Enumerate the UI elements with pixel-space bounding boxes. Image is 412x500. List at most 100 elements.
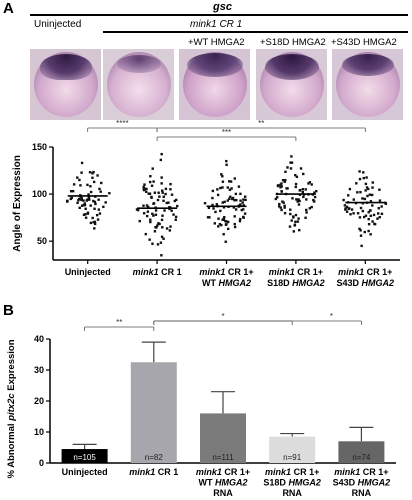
scatter-point — [164, 187, 168, 191]
scatter-point — [365, 176, 368, 179]
scatter-point — [221, 201, 224, 204]
scatter-point — [364, 214, 368, 217]
scatter-point — [172, 213, 175, 216]
scatter-point — [380, 205, 383, 208]
scatter-point — [302, 195, 305, 199]
scatter-point — [313, 195, 317, 199]
scatter-point — [367, 222, 371, 226]
scatter-point — [160, 182, 163, 185]
abnormal-pitx2c-bar-chart: 0 10 20 30 40 % Abnormal pitx2c Expression n=1… — [6, 312, 396, 498]
scatter-point — [362, 176, 366, 180]
scatter-point — [78, 178, 81, 182]
scatter-point — [87, 197, 90, 200]
scatter-point — [289, 208, 292, 211]
scatter-point — [284, 170, 287, 174]
scatter-point — [222, 233, 225, 236]
scatter-point — [100, 181, 103, 185]
scatter-point — [378, 199, 382, 202]
scatter-point — [380, 212, 384, 216]
scatter-point — [160, 176, 163, 179]
scatter-point — [226, 199, 229, 202]
scatter-point — [359, 234, 363, 237]
scatter-point — [91, 216, 94, 220]
scatter-point — [298, 199, 301, 203]
scatter-point — [243, 195, 247, 198]
scatter-point — [159, 158, 163, 162]
bar-y-tick-label: 30 — [34, 365, 44, 375]
scatter-point — [301, 190, 304, 194]
scatter-point — [224, 223, 228, 226]
scatter-point — [93, 222, 97, 226]
scatter-point — [223, 200, 226, 204]
scatter-point — [363, 197, 367, 201]
scatter-point — [292, 215, 295, 218]
panel-a-letter: A — [3, 0, 14, 17]
scatter-category-label-2-line-0: mink1 CR 1+ — [199, 267, 253, 277]
scatter-point — [356, 212, 360, 215]
scatter-point — [376, 217, 379, 220]
scatter-point — [280, 208, 283, 212]
scatter-point — [343, 204, 347, 207]
scatter-point — [221, 186, 224, 189]
scatter-point — [151, 242, 154, 245]
scatter-point — [138, 219, 141, 223]
bar-sig-label: * — [221, 312, 224, 321]
scatter-point — [165, 227, 169, 230]
scatter-point — [313, 191, 316, 194]
scatter-point — [342, 198, 345, 202]
scatter-point — [359, 206, 363, 210]
bar-y-tick-label: 10 — [34, 427, 44, 437]
scatter-point — [95, 213, 99, 217]
scatter-point — [211, 203, 214, 207]
scatter-point — [297, 203, 301, 206]
scatter-point — [88, 171, 92, 174]
scatter-point — [366, 194, 369, 198]
scatter-point — [152, 202, 156, 205]
header-line-cr1 — [103, 31, 408, 33]
scatter-sig-label: ** — [258, 120, 264, 128]
scatter-point — [170, 209, 173, 212]
scatter-point — [77, 198, 80, 202]
scatter-point — [280, 185, 283, 188]
scatter-point — [158, 195, 161, 198]
scatter-point — [243, 212, 247, 215]
scatter-point — [229, 180, 233, 183]
scatter-point — [228, 197, 231, 201]
scatter-point — [344, 208, 347, 211]
bar-0 — [61, 449, 108, 463]
scatter-point — [82, 203, 85, 207]
scatter-point — [347, 194, 350, 197]
scatter-point — [83, 202, 86, 205]
scatter-point — [89, 185, 92, 188]
scatter-point — [79, 184, 82, 187]
scatter-point — [225, 220, 228, 223]
scatter-point — [283, 211, 287, 215]
scatter-point — [211, 189, 215, 193]
scatter-point — [142, 212, 146, 215]
scatter-point — [276, 184, 280, 187]
scatter-point — [294, 220, 297, 223]
embryo-image-s43d — [332, 49, 403, 120]
scatter-point — [369, 214, 373, 218]
scatter-point — [301, 188, 305, 191]
scatter-point — [70, 196, 73, 200]
scatter-point — [230, 187, 233, 190]
scatter-point — [136, 208, 140, 212]
bar-count-label: n=111 — [212, 453, 234, 462]
scatter-point — [168, 206, 171, 209]
scatter-point — [173, 199, 176, 203]
scatter-point — [297, 198, 300, 201]
scatter-point — [361, 197, 364, 200]
scatter-point — [93, 220, 97, 224]
bar-count-label: n=105 — [73, 453, 96, 462]
scatter-point — [352, 212, 355, 215]
scatter-point — [274, 197, 277, 201]
scatter-point — [242, 198, 245, 201]
scatter-category-label-2-line-1: WT HMGA2 — [202, 278, 251, 288]
scatter-point — [359, 229, 362, 232]
scatter-category-label-3-line-1: S18D HMGA2 — [267, 278, 325, 288]
scatter-point — [312, 198, 315, 202]
scatter-point — [310, 183, 313, 186]
scatter-point — [165, 201, 168, 205]
bar-category-label-3-line-0: mink1 CR 1+ — [265, 467, 319, 477]
